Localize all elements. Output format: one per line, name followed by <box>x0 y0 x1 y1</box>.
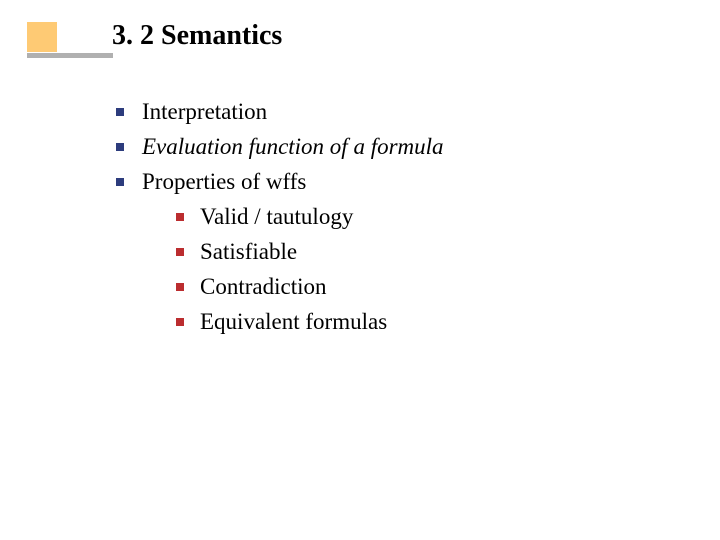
bullet-list: Interpretation Evaluation function of a … <box>112 96 444 341</box>
list-item-text: Satisfiable <box>200 239 297 264</box>
list-item: Valid / tautulogy <box>172 201 444 232</box>
list-item-text: Valid / tautulogy <box>200 204 353 229</box>
sub-bullet-list: Valid / tautulogy Satisfiable Contradict… <box>172 201 444 337</box>
decor-square <box>27 22 57 52</box>
list-item: Satisfiable <box>172 236 444 267</box>
slide-title: 3. 2 Semantics <box>112 20 282 52</box>
list-item: Equivalent formulas <box>172 306 444 337</box>
list-item-text: Equivalent formulas <box>200 309 387 334</box>
list-item: Properties of wffs Valid / tautulogy Sat… <box>112 166 444 337</box>
list-item: Evaluation function of a formula <box>112 131 444 162</box>
slide: 3. 2 Semantics Interpretation Evaluation… <box>0 0 720 540</box>
list-item-text: Properties of wffs <box>142 169 306 194</box>
list-item: Contradiction <box>172 271 444 302</box>
list-item-text: Interpretation <box>142 99 267 124</box>
decor-bar <box>27 53 113 58</box>
list-item-text: Evaluation function of a formula <box>142 134 444 159</box>
title-decoration <box>27 22 71 66</box>
list-item-text: Contradiction <box>200 274 326 299</box>
list-item: Interpretation <box>112 96 444 127</box>
